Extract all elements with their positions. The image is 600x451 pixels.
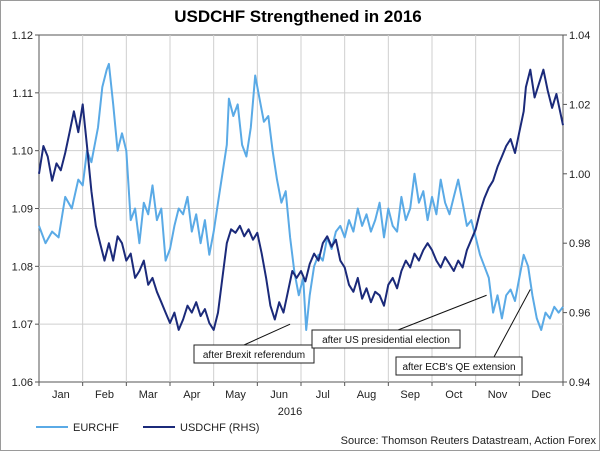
left-tick-label: 1.07 <box>12 319 33 331</box>
legend-label-usdchf: USDCHF (RHS) <box>180 422 259 434</box>
left-tick-label: 1.08 <box>12 261 33 273</box>
legend: EURCHF USDCHF (RHS) <box>36 422 259 434</box>
annotation-leader <box>397 294 487 331</box>
series-line-eurchf <box>38 62 564 331</box>
x-tick-label: Feb <box>95 389 114 401</box>
x-tick-label: Jul <box>316 389 330 401</box>
x-tick-label: May <box>225 389 246 401</box>
annotation-box <box>395 356 523 376</box>
right-tick-label: 0.98 <box>569 238 590 250</box>
x-tick-label: Dec <box>531 389 551 401</box>
annotation-box <box>193 344 315 364</box>
x-tick-label: Sep <box>400 389 420 401</box>
x-tick-label: Mar <box>139 389 158 401</box>
x-tick-label: Jun <box>270 389 288 401</box>
left-axis: 1.06 1.07 1.08 1.09 1.10 1.11 1.12 <box>12 30 39 389</box>
left-tick-label: 1.10 <box>12 146 33 158</box>
left-tick-label: 1.12 <box>12 30 33 42</box>
x-axis-label: 2016 <box>278 406 302 418</box>
annotation-text: after ECB's QE extension <box>402 362 515 373</box>
x-tick-label: Aug <box>357 389 377 401</box>
legend-label-eurchf: EURCHF <box>73 422 119 434</box>
x-tick-label: Apr <box>183 389 200 401</box>
left-tick-label: 1.09 <box>12 204 33 216</box>
right-tick-label: 0.94 <box>569 377 590 389</box>
x-tick-label: Oct <box>445 389 462 401</box>
x-tick-label: Jan <box>52 389 70 401</box>
series-line-usdchf <box>38 68 564 331</box>
right-tick-label: 1.04 <box>569 30 590 42</box>
x-tick-label: Nov <box>488 389 508 401</box>
right-tick-label: 1.00 <box>569 169 590 181</box>
series-group <box>38 62 564 331</box>
left-tick-label: 1.11 <box>12 88 33 100</box>
source-note: Source: Thomson Reuters Datastream, Acti… <box>341 435 597 447</box>
right-axis: 0.94 0.96 0.98 1.00 1.02 1.04 <box>563 30 590 389</box>
chart-title: USDCHF Strengthened in 2016 <box>174 7 422 26</box>
left-tick-label: 1.06 <box>12 377 33 389</box>
annotation-box <box>311 329 461 349</box>
right-tick-label: 1.02 <box>569 99 590 111</box>
annotation-text: after US presidential election <box>322 335 450 346</box>
annotation-text: after Brexit referendum <box>203 350 305 361</box>
annotations: after Brexit referendum after US presiden… <box>193 289 531 376</box>
x-axis: Jan Feb Mar Apr May Jun Jul Aug Sep Oct Nov Dec <box>38 382 564 401</box>
grid <box>39 35 563 382</box>
right-tick-label: 0.96 <box>569 308 590 320</box>
annotation-leader <box>493 289 531 358</box>
annotation-leader <box>243 323 291 346</box>
